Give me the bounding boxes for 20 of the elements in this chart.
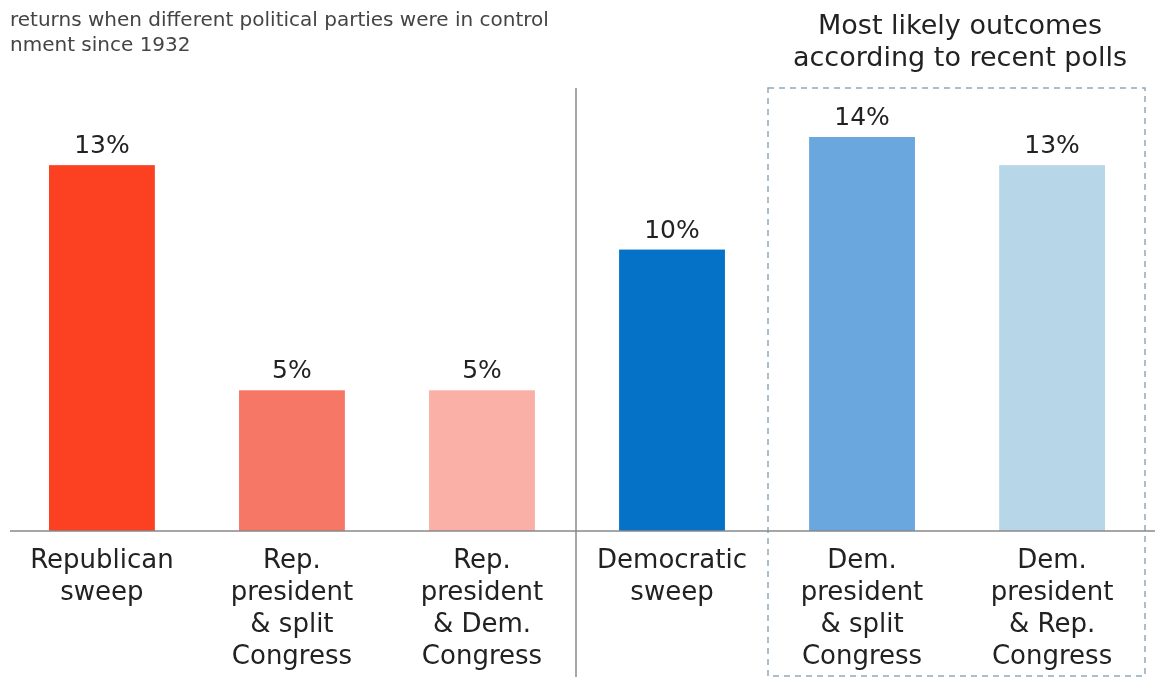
x-tick-label: Republican sweep — [30, 544, 174, 606]
x-tick-label: Rep. president & split Congress — [230, 544, 354, 670]
bar — [49, 165, 155, 531]
x-tick-label: Dem. president & split Congress — [800, 544, 924, 670]
chart-title: returns when different political parties were in control nment since 1932 — [10, 7, 549, 56]
data-label: 13% — [74, 130, 130, 160]
x-tick-label: Rep. president & Dem. Congress — [420, 544, 544, 670]
bar — [619, 249, 725, 531]
text: Most likely outcomes according to recent polls — [792, 9, 1128, 72]
bar — [999, 165, 1105, 531]
data-label: 14% — [834, 102, 890, 131]
x-tick-label: Democratic sweep — [597, 544, 747, 606]
x-tick-label: Dem. president & Rep. Congress — [990, 544, 1114, 670]
bar — [239, 390, 345, 531]
bar — [429, 390, 535, 531]
data-label: 5% — [462, 355, 502, 385]
data-label: 5% — [272, 355, 312, 385]
data-label: 13% — [1024, 130, 1080, 160]
data-label: 10% — [644, 214, 700, 244]
bar — [809, 137, 915, 531]
